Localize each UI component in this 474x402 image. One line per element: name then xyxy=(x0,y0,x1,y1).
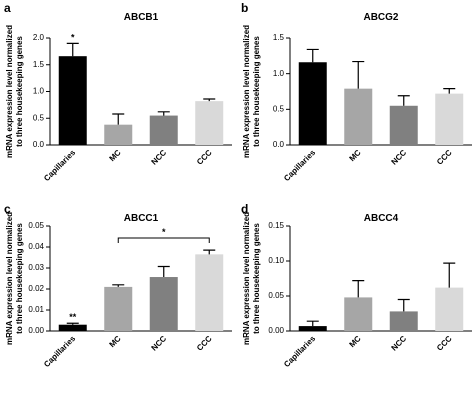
annotation: * xyxy=(71,32,75,42)
error-bar xyxy=(352,280,365,298)
y-axis-label: mRNA expression level normalized xyxy=(5,212,14,345)
y-tick-label: 1.0 xyxy=(33,87,45,96)
chart-title: ABCC4 xyxy=(364,213,399,224)
error-bar xyxy=(157,111,170,116)
panel-label: a xyxy=(4,1,11,15)
x-tick-label: CCC xyxy=(195,334,214,353)
error-bar xyxy=(157,265,170,278)
error-bar xyxy=(203,249,216,255)
x-tick-label: MC xyxy=(107,148,122,163)
x-tick-label: CCC xyxy=(435,148,454,167)
bar xyxy=(389,105,418,145)
bar xyxy=(298,326,327,331)
chart-title: ABCG2 xyxy=(363,12,398,23)
error-bar xyxy=(66,42,79,57)
x-tick-label: NCC xyxy=(150,148,169,167)
error-bar xyxy=(397,95,410,106)
y-tick-label: 0.04 xyxy=(28,242,44,251)
y-axis-label: to three housekeeping genes xyxy=(15,223,24,334)
x-tick-label: NCC xyxy=(150,334,169,353)
bar xyxy=(195,101,224,145)
x-tick-label: MC xyxy=(107,334,122,349)
x-tick-label: MC xyxy=(347,334,362,349)
y-axis-label: to three housekeeping genes xyxy=(252,36,261,147)
chart-title: ABCB1 xyxy=(124,12,159,23)
significance-bracket xyxy=(117,237,210,243)
bar xyxy=(389,311,418,331)
bar xyxy=(435,287,464,331)
y-tick-label: 0.10 xyxy=(268,256,284,265)
error-bar xyxy=(397,298,410,312)
y-tick-label: 0.0 xyxy=(33,140,45,149)
x-tick-label: NCC xyxy=(390,148,409,167)
y-tick-label: 0.15 xyxy=(268,221,284,230)
bar xyxy=(195,254,224,331)
bar xyxy=(149,277,178,331)
y-tick-label: 0.01 xyxy=(28,305,44,314)
y-tick-label: 0.5 xyxy=(273,104,285,113)
y-tick-label: 0.00 xyxy=(268,326,284,335)
panel-label: d xyxy=(241,202,248,216)
x-tick-label: CCC xyxy=(195,148,214,167)
x-tick-label: Capillaries xyxy=(42,148,77,183)
bar xyxy=(435,93,464,145)
x-tick-label: CCC xyxy=(435,334,454,353)
error-bar xyxy=(443,262,456,288)
bar xyxy=(58,56,87,145)
y-tick-label: 0.05 xyxy=(268,291,284,300)
error-bar xyxy=(306,320,319,327)
error-bar xyxy=(352,60,365,89)
error-bar xyxy=(443,88,456,94)
bar xyxy=(298,62,327,145)
error-bar xyxy=(112,284,125,287)
y-axis-label: to three housekeeping genes xyxy=(252,223,261,334)
x-tick-label: MC xyxy=(347,148,362,163)
y-axis-label: to three housekeeping genes xyxy=(15,36,24,147)
y-axis-label: mRNA expression level normalized xyxy=(5,25,14,158)
error-bar xyxy=(112,113,125,125)
y-tick-label: 0.5 xyxy=(33,113,45,122)
y-tick-label: 0.0 xyxy=(273,140,285,149)
chart-title: ABCC1 xyxy=(124,213,159,224)
y-tick-label: 0.05 xyxy=(28,221,44,230)
y-tick-label: 1.0 xyxy=(273,69,285,78)
error-bar xyxy=(203,98,216,102)
x-tick-label: Capillaries xyxy=(282,148,317,183)
bar xyxy=(149,115,178,145)
bar xyxy=(104,124,133,145)
y-tick-label: 0.00 xyxy=(28,326,44,335)
y-tick-label: 1.5 xyxy=(273,33,285,42)
error-bar xyxy=(66,322,79,325)
y-tick-label: 0.03 xyxy=(28,263,44,272)
bar xyxy=(58,324,87,331)
y-axis-label: mRNA expression level normalized xyxy=(242,212,251,345)
x-tick-label: Capillaries xyxy=(42,334,77,369)
x-tick-label: NCC xyxy=(390,334,409,353)
error-bar xyxy=(306,48,319,63)
x-tick-label: Capillaries xyxy=(282,334,317,369)
y-tick-label: 0.02 xyxy=(28,284,44,293)
bar xyxy=(344,297,373,331)
panel-label: c xyxy=(4,202,11,216)
annotation: * xyxy=(162,227,166,237)
y-tick-label: 1.5 xyxy=(33,60,45,69)
bar xyxy=(104,286,133,331)
y-tick-label: 2.0 xyxy=(33,33,45,42)
annotation: ** xyxy=(69,312,77,322)
bar xyxy=(344,88,373,145)
panel-label: b xyxy=(241,1,248,15)
y-axis-label: mRNA expression level normalized xyxy=(242,25,251,158)
